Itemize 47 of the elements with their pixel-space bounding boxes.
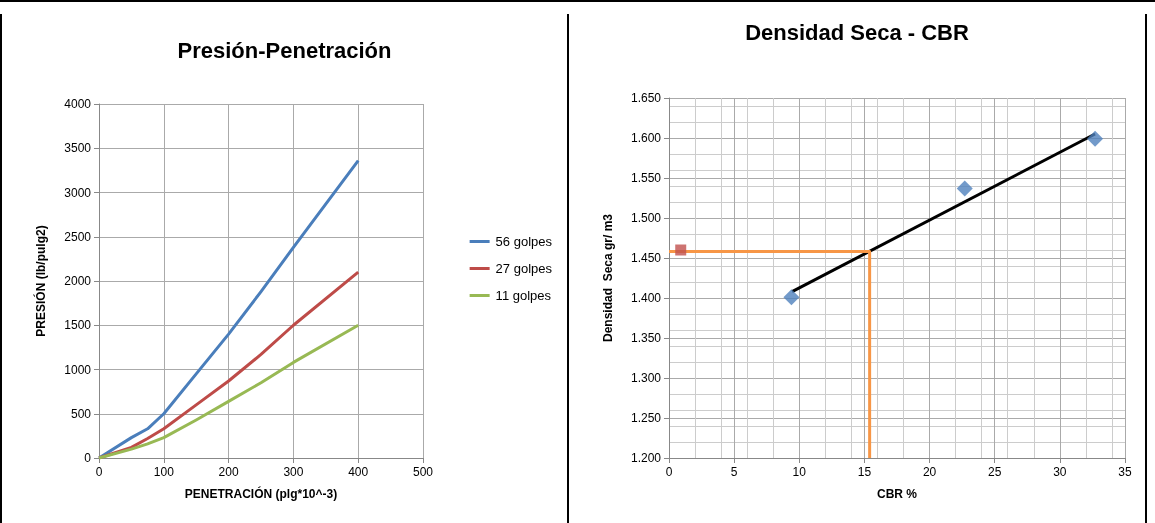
x-tick-label: 0 [665, 465, 673, 479]
y-tick-label: 1.350 [630, 331, 662, 345]
x-tick-label: 0 [95, 465, 103, 479]
x-tick-label: 25 [988, 465, 1002, 479]
y-tick-label: 4000 [64, 97, 92, 111]
y-tick-label: 1.200 [630, 451, 662, 465]
line-series [97, 323, 360, 460]
y-tick-label: 1.600 [630, 131, 662, 145]
y-tick-label: 1.450 [630, 251, 662, 265]
x-tick-label: 30 [1053, 465, 1067, 479]
x-tick-label: 5 [730, 465, 738, 479]
x-tick-label: 200 [218, 465, 239, 479]
x-axis-title: CBR % [876, 487, 918, 501]
y-tick-label: 500 [70, 406, 92, 421]
point [1087, 130, 1104, 147]
y-tick-label: 2500 [64, 229, 92, 244]
y-tick-label: 1.550 [630, 171, 662, 185]
chart-title: Presión-Penetración [177, 37, 392, 63]
x-tick-label: 10 [792, 465, 807, 479]
x-tick-label: 500 [412, 465, 434, 479]
point [675, 244, 687, 256]
chart-title: Densidad Seca - CBR [745, 19, 969, 45]
y-axis-title: PRESIÓN (lb/pulg2) [33, 225, 48, 337]
y-tick-label: 3000 [64, 185, 92, 200]
y-tick-label: 1.300 [630, 371, 662, 385]
y-tick-label: 1500 [64, 318, 92, 333]
legend-label: 56 golpes [495, 234, 553, 249]
x-tick-label: 20 [922, 465, 937, 479]
legend-label: 11 golpes [495, 288, 552, 303]
y-axis-title: Densidad Seca gr/ m3 [601, 213, 615, 343]
y-tick-label: 3500 [64, 141, 92, 156]
x-axis-title: PENETRACIÓN (plg*10^-3) [184, 486, 338, 501]
point [956, 180, 973, 197]
y-tick-label: 1.400 [630, 291, 662, 305]
x-tick-label: 300 [283, 465, 304, 479]
x-tick-label: 15 [857, 465, 872, 479]
y-tick-label: 1.500 [630, 211, 662, 225]
point [783, 289, 800, 306]
y-tick-label: 1.650 [630, 91, 662, 105]
y-tick-label: 0 [84, 451, 92, 465]
y-tick-label: 2000 [64, 274, 92, 288]
y-tick-label: 1.250 [630, 411, 662, 425]
x-tick-label: 35 [1118, 465, 1132, 479]
x-tick-label: 100 [153, 465, 175, 479]
y-tick-label: 1000 [64, 362, 92, 377]
x-tick-label: 400 [348, 465, 369, 479]
legend-label: 27 golpes [495, 261, 553, 276]
